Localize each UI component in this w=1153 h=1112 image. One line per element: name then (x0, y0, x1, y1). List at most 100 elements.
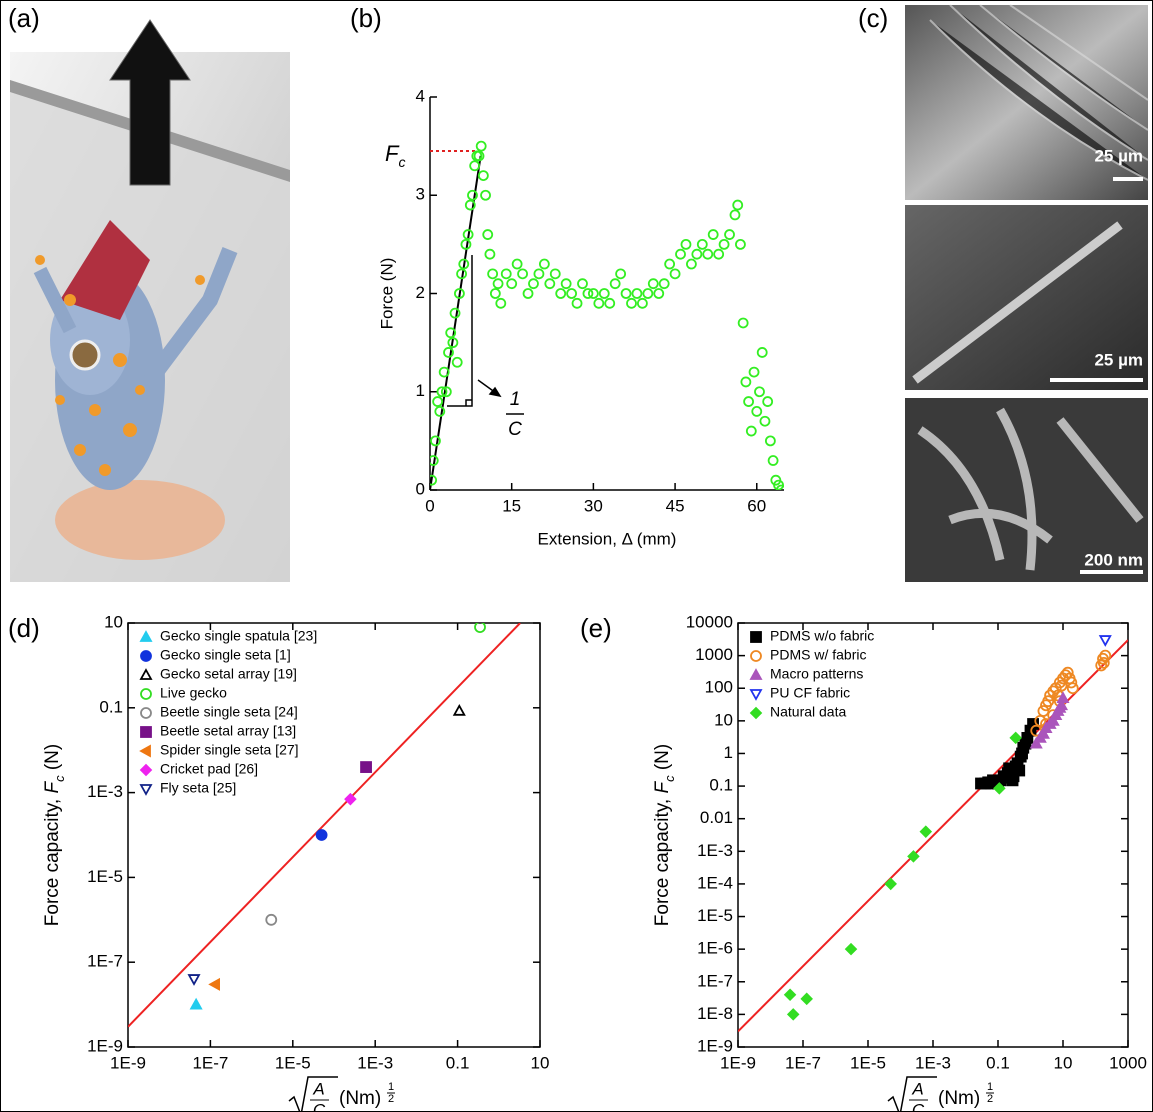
data-point (741, 377, 750, 386)
y-tick-label: 1E-4 (697, 873, 733, 892)
x-label-exp-den: 2 (987, 1093, 993, 1105)
data-point (567, 289, 576, 298)
scale-bar-label: 200 nm (1084, 550, 1143, 569)
data-point (518, 269, 527, 278)
data-point (752, 407, 761, 416)
y-tick-label: 1E-7 (87, 952, 123, 971)
photo-panel (10, 20, 290, 582)
data-point (676, 250, 685, 259)
data-point (755, 387, 764, 396)
legend-marker (751, 670, 761, 679)
data-point (573, 299, 582, 308)
x-label-exp-den: 2 (388, 1093, 394, 1105)
x-label-numerator: A (312, 1079, 324, 1098)
y-tick-label: 1E-3 (697, 841, 733, 860)
legend-marker (141, 708, 151, 718)
legend-label: Gecko single seta [1] (160, 647, 291, 663)
scale-bar-label: 25 µm (1094, 350, 1143, 369)
x-label-unit: (Nm) (339, 1088, 381, 1109)
fc-label: Fc (385, 141, 405, 170)
data-point (758, 348, 767, 357)
data-point (1096, 660, 1106, 670)
x-label-exp-num: 1 (388, 1081, 394, 1093)
fc-label-part: c (398, 154, 405, 170)
y-tick-label: 1E-8 (697, 1004, 733, 1023)
x-tick-label: 1E-3 (915, 1053, 951, 1072)
legend-label: Beetle single seta [24] (160, 704, 298, 720)
data-point (681, 240, 690, 249)
data-point (720, 240, 729, 249)
panel-label: (c) (858, 3, 888, 33)
data-point (1014, 766, 1024, 776)
data-point (502, 269, 511, 278)
data-point (750, 368, 759, 377)
y-axis-label-part: (N) (652, 744, 673, 776)
legend-label: PU CF fabric (770, 685, 850, 701)
panel-label: (d) (8, 613, 40, 643)
y-tick-label: 0 (416, 479, 425, 498)
data-point (483, 230, 492, 239)
legend-marker (141, 670, 151, 679)
figure: 25 µm 25 µm 200 nm (a) (b) (c) (d) (e) 0… (0, 0, 1153, 1112)
y-tick-label: 0.1 (99, 697, 123, 716)
data-point (692, 250, 701, 259)
y-tick-label: 0.01 (700, 808, 733, 827)
data-point (703, 250, 712, 259)
y-tick-label: 1E-5 (697, 906, 733, 925)
data-point (481, 191, 490, 200)
data-point (687, 260, 696, 269)
data-point (470, 161, 479, 170)
data-point (266, 915, 276, 925)
legend-marker (141, 689, 151, 699)
data-point (649, 279, 658, 288)
data-point (730, 210, 739, 219)
data-point (714, 250, 723, 259)
data-point (698, 240, 707, 249)
x-axis-label: Extension, Δ (mm) (538, 529, 677, 548)
y-tick-label: 10 (714, 710, 733, 729)
data-point (317, 830, 327, 840)
legend-marker (141, 765, 151, 775)
panel-label: (e) (580, 613, 612, 643)
legend-label: Gecko setal array [19] (160, 666, 297, 682)
data-point (529, 279, 538, 288)
x-tick-label: 1E-9 (720, 1053, 756, 1072)
data-point (725, 230, 734, 239)
legend-marker (751, 651, 761, 661)
data-point (1068, 683, 1078, 693)
data-point (496, 299, 505, 308)
y-axis-label-part: Force capacity, (652, 794, 673, 927)
x-label-denominator: C (912, 1100, 925, 1112)
y-tick-label: 1E-9 (697, 1036, 733, 1055)
data-point (491, 289, 500, 298)
legend-label: Natural data (770, 704, 846, 720)
data-point (747, 427, 756, 436)
data-point (1058, 693, 1068, 702)
data-point (616, 269, 625, 278)
data-point (210, 979, 219, 989)
sem-images: 25 µm 25 µm 200 nm (905, 5, 1148, 582)
data-point (431, 436, 440, 445)
y-axis-label-part: (N) (42, 744, 63, 776)
data-point (788, 1009, 798, 1019)
y-axis-label: Force (N) (377, 258, 396, 330)
data-point (578, 279, 587, 288)
data-point (611, 279, 620, 288)
data-point (638, 299, 647, 308)
data-point (802, 994, 812, 1004)
data-point (361, 762, 371, 772)
data-point (1100, 636, 1110, 645)
legend-label: Fly seta [25] (160, 780, 236, 796)
data-point (534, 269, 543, 278)
x-label-numerator: A (911, 1079, 923, 1098)
data-point (435, 407, 444, 416)
x-tick-label: 60 (747, 496, 766, 515)
data-point (1008, 775, 1018, 785)
data-point (189, 975, 199, 984)
legend-marker (141, 727, 151, 737)
y-tick-label: 10 (104, 612, 123, 631)
y-axis-label: Force capacity, Fc (N) (652, 744, 677, 926)
x-tick-label: 1E-7 (192, 1053, 228, 1072)
fit-line (128, 623, 520, 1027)
data-point (1011, 733, 1021, 743)
